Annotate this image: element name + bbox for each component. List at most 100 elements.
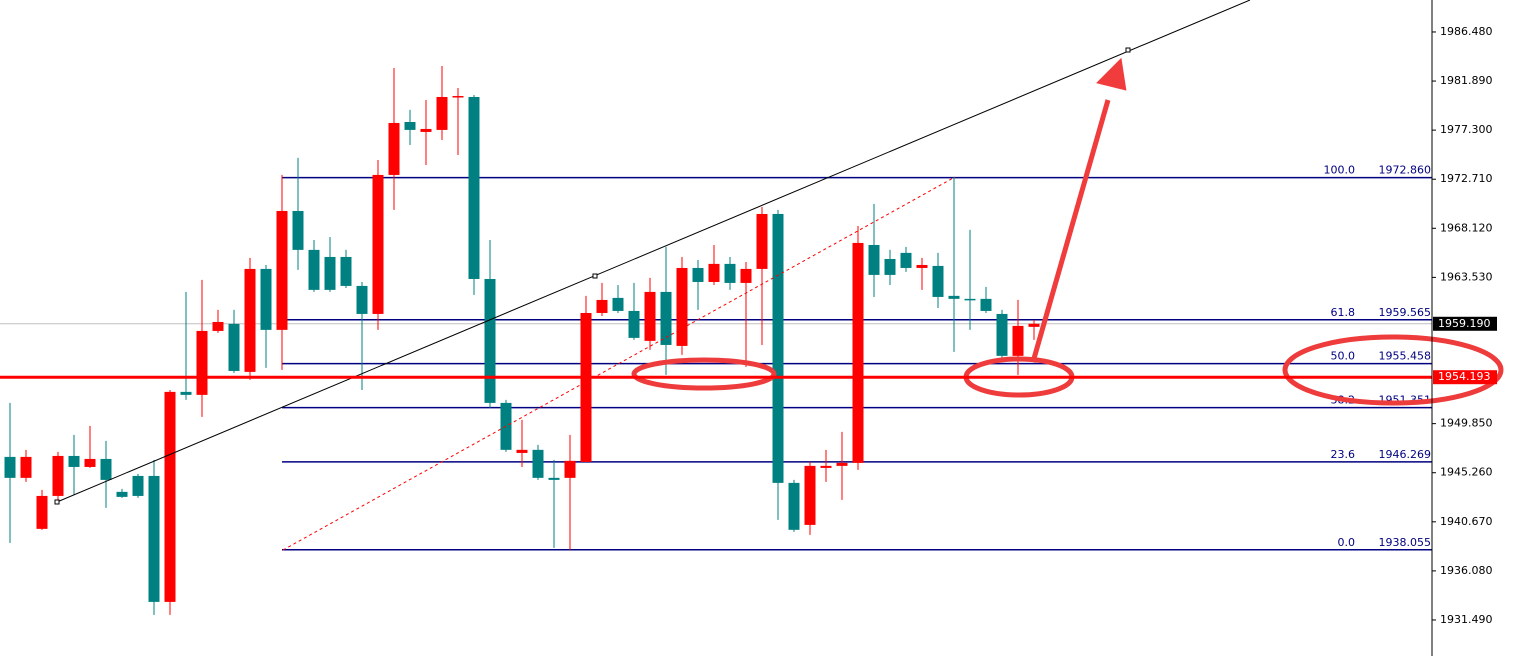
candle-body (548, 477, 560, 480)
drawings (0, 0, 1504, 551)
candle-body (532, 449, 544, 478)
candle-body (148, 475, 160, 602)
y-axis: 1986.480 1981.890 1977.300 1972.710 1968.120… (1431, 0, 1497, 656)
trend-line (56, 0, 1251, 503)
candle-body (388, 122, 400, 175)
candle-body (1012, 325, 1024, 356)
candle-body (212, 321, 224, 331)
candle-body (52, 455, 64, 496)
highlight-ellipse (631, 357, 777, 391)
y-tick-label: 1949.850 (1440, 417, 1493, 430)
candle-body (180, 391, 192, 395)
y-tick-label: 1936.080 (1440, 564, 1493, 577)
trend-anchor (54, 499, 60, 505)
candle-body (852, 242, 864, 463)
current-price-box (1433, 316, 1497, 331)
candle-body (468, 96, 480, 279)
y-tick-label: 1986.480 (1440, 25, 1493, 38)
candle-body (324, 256, 336, 290)
y-tick-label: 1981.890 (1440, 74, 1493, 87)
candle-body (36, 495, 48, 529)
candle-body (868, 244, 880, 275)
candle-body (916, 264, 928, 268)
candle-body (644, 291, 656, 341)
current-price-label: 1959.190 (1438, 317, 1491, 330)
candle-body (660, 291, 672, 345)
fib-ratio-label: 100.0 (1324, 164, 1356, 177)
candle-body (276, 210, 288, 330)
candle-body (292, 210, 304, 250)
candle-body (436, 96, 448, 130)
y-tick-label: 1972.710 (1440, 172, 1493, 185)
candle-body (516, 449, 528, 453)
candle-body (228, 323, 240, 371)
y-tick-label: 1945.260 (1440, 466, 1493, 479)
candle-body (164, 391, 176, 602)
candle-body (580, 312, 592, 462)
fib-price-label: 1959.565 (1379, 306, 1432, 319)
candle-body (740, 268, 752, 283)
candle-body (244, 268, 256, 372)
candle-body (948, 295, 960, 299)
fib-ratio-label: 0.0 (1338, 536, 1356, 549)
candle-body (964, 298, 976, 301)
candle-body (116, 491, 128, 497)
fib-base-line (282, 176, 956, 551)
fib-ratio-label: 23.6 (1331, 448, 1356, 461)
candle-body (308, 249, 320, 290)
candle-body (100, 458, 112, 480)
candle-body (420, 128, 432, 132)
candle-body (900, 252, 912, 268)
fib-ratio-label: 61.8 (1331, 306, 1356, 319)
y-tick-label: 1963.530 (1440, 270, 1493, 283)
candle-body (884, 258, 896, 275)
candle-body (20, 456, 32, 478)
candle-body (564, 460, 576, 478)
candle-body (196, 330, 208, 395)
fib-price-label: 1972.860 (1379, 164, 1432, 177)
y-tick-label: 1977.300 (1440, 123, 1493, 136)
candle-body (404, 122, 416, 130)
candle-body (692, 267, 704, 282)
candle-body (980, 298, 992, 311)
candle-body (756, 213, 768, 269)
fib-ratio-label: 50.0 (1331, 350, 1356, 363)
candle-body (340, 256, 352, 286)
candle-body (132, 475, 144, 496)
marked-price-box (1433, 370, 1497, 385)
trend-anchor (1125, 47, 1131, 53)
candle-body (772, 213, 784, 483)
candle-body (628, 310, 640, 338)
candle-body (836, 462, 848, 466)
candle-body (1028, 323, 1040, 327)
arrow-head (1096, 57, 1127, 91)
candle-body (932, 265, 944, 297)
candle-body (612, 297, 624, 311)
marked-price-label: 1954.193 (1438, 370, 1491, 383)
fib-price-label: 1946.269 (1379, 448, 1432, 461)
arrow-shaft (1030, 99, 1111, 363)
candle-body (708, 263, 720, 282)
highlight-ellipse (1282, 334, 1504, 406)
candle-body (372, 174, 384, 314)
trend-anchor (592, 273, 598, 279)
candle-body (484, 278, 496, 403)
candle-body (820, 465, 832, 468)
fib-price-label: 1938.055 (1379, 536, 1432, 549)
candle-body (452, 96, 464, 98)
fib-price-label: 1955.458 (1379, 350, 1432, 363)
candle-body (724, 263, 736, 283)
candle-body (356, 285, 368, 314)
y-tick-label: 1940.670 (1440, 515, 1493, 528)
candle-body (788, 482, 800, 530)
y-tick-label: 1968.120 (1440, 221, 1493, 234)
candle-body (4, 456, 16, 478)
candle-body (804, 465, 816, 525)
candle-body (84, 458, 96, 467)
candle-body (260, 268, 272, 330)
candle-body (68, 455, 80, 467)
y-tick-label: 1931.490 (1440, 613, 1493, 626)
